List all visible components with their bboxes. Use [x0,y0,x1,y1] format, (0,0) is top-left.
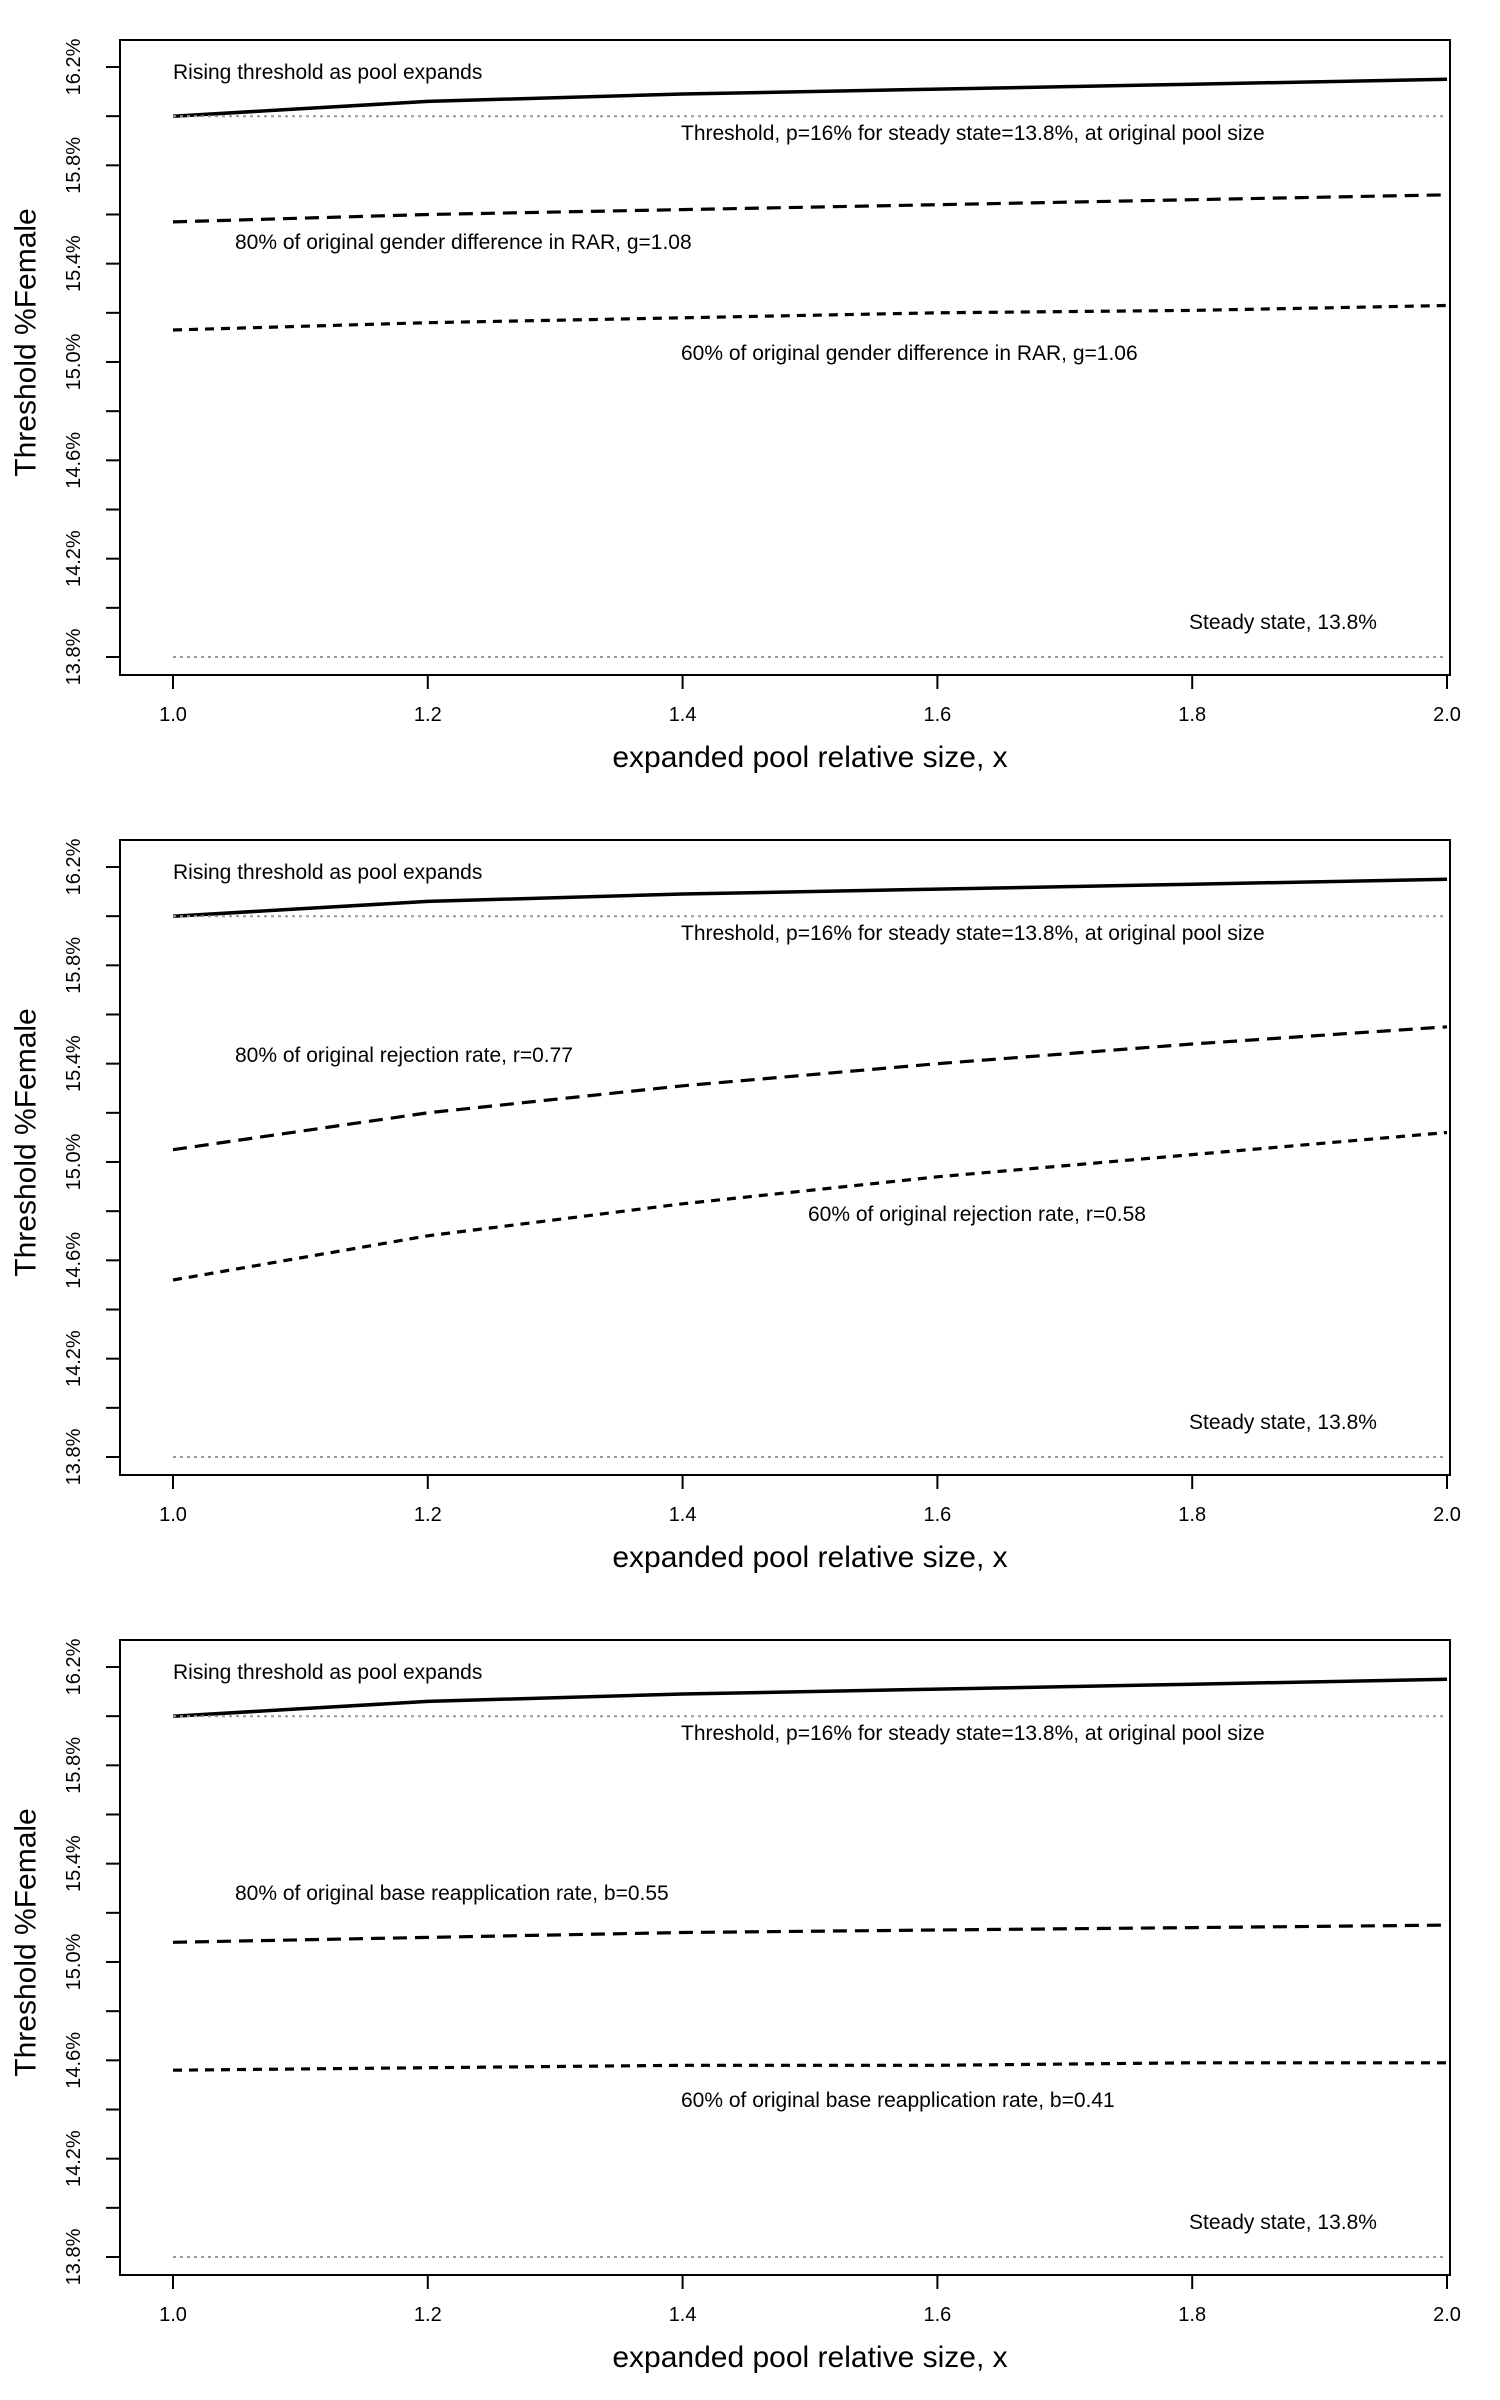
series-label-3: 80% of original base reapplication rate,… [235,1882,669,1905]
x-tick-label: 1.4 [669,2304,697,2326]
series-line-4 [172,1130,1448,1282]
x-tick-label: 2.0 [1433,1504,1461,1526]
y-tick-label: 13.8% [63,1428,85,1485]
y-tick-label: 15.4% [63,1035,85,1092]
series-line-1 [172,1677,1448,1718]
series-line-3 [172,193,1448,224]
y-tick-label: 14.6% [63,432,85,489]
x-tick-label: 1.8 [1178,704,1206,726]
plot-frame [119,839,1451,1476]
y-tick-label: 14.6% [63,1232,85,1289]
y-tick-label: 16.2% [63,38,85,95]
x-tick-label: 2.0 [1433,2304,1461,2326]
series-label-1: Rising threshold as pool expands [173,61,482,84]
y-tick-label: 15.0% [63,333,85,390]
y-tick-label: 15.8% [63,937,85,994]
plot-frame [119,1639,1451,2276]
y-tick-label: 14.2% [63,2130,85,2187]
series-label-3: 80% of original gender difference in RAR… [235,231,692,254]
series-line-3 [172,1923,1448,1944]
x-tick-label: 1.6 [923,2304,951,2326]
x-axis-title: expanded pool relative size, x [612,1541,1007,1574]
y-axis-title: Threshold %Female [10,1008,43,1276]
panel-2: 1.0 1.2 1.4 1.6 1.8 2.0 13.8% 14.2% 14.6% 15.0% 15… [10,838,1461,1574]
y-tick-label: 15.0% [63,1933,85,1990]
y-tick-label: 13.8% [63,2228,85,2285]
series-label-5: Steady state, 13.8% [1189,611,1377,634]
series-label-2: Threshold, p=16% for steady state=13.8%,… [681,122,1265,145]
x-tick-label: 1.6 [923,1504,951,1526]
y-tick-label: 16.2% [63,1638,85,1695]
x-tick-label: 1.6 [923,704,951,726]
x-tick-label: 1.8 [1178,2304,1206,2326]
series-label-2: Threshold, p=16% for steady state=13.8%,… [681,1722,1265,1745]
y-tick-label: 14.2% [63,1330,85,1387]
y-tick-label: 15.4% [63,235,85,292]
x-tick-label: 1.0 [159,2304,187,2326]
y-tick-label: 15.8% [63,1737,85,1794]
series-line-1 [172,877,1448,918]
y-axis-title: Threshold %Female [10,1808,43,2076]
series-label-2: Threshold, p=16% for steady state=13.8%,… [681,922,1265,945]
series-line-4 [172,303,1448,332]
x-tick-label: 1.2 [414,704,442,726]
y-tick-label: 15.8% [63,137,85,194]
series-line-3 [172,1025,1448,1152]
series-label-5: Steady state, 13.8% [1189,2211,1377,2234]
series-label-1: Rising threshold as pool expands [173,861,482,884]
x-tick-label: 2.0 [1433,704,1461,726]
y-tick-label: 16.2% [63,838,85,895]
series-label-4: 60% of original gender difference in RAR… [681,342,1138,365]
series-line-4 [172,2061,1447,2072]
y-tick-label: 15.0% [63,1133,85,1190]
y-tick-label: 15.4% [63,1835,85,1892]
series-label-1: Rising threshold as pool expands [173,1661,482,1684]
x-tick-label: 1.0 [159,1504,187,1526]
series-label-3: 80% of original rejection rate, r=0.77 [235,1044,573,1067]
x-axis-title: expanded pool relative size, x [612,741,1007,774]
y-tick-label: 14.2% [63,530,85,587]
series-line-1 [172,77,1448,118]
y-tick-label: 13.8% [63,628,85,685]
x-tick-label: 1.4 [669,704,697,726]
panel-1: 1.0 1.2 1.4 1.6 1.8 2.0 13.8% 14.2% 14.6% 15.0% 15… [10,38,1461,774]
plot-frame [119,39,1451,676]
x-axis-title: expanded pool relative size, x [612,2341,1007,2374]
y-axis-title: Threshold %Female [10,208,43,476]
series-label-4: 60% of original rejection rate, r=0.58 [808,1203,1146,1226]
x-tick-label: 1.2 [414,1504,442,1526]
y-tick-label: 14.6% [63,2032,85,2089]
x-tick-label: 1.2 [414,2304,442,2326]
series-label-5: Steady state, 13.8% [1189,1411,1377,1434]
series-label-4: 60% of original base reapplication rate,… [681,2089,1115,2112]
x-tick-label: 1.8 [1178,1504,1206,1526]
panel-3: 1.0 1.2 1.4 1.6 1.8 2.0 13.8% 14.2% 14.6% 15.0% 15… [10,1638,1461,2374]
x-tick-label: 1.4 [669,1504,697,1526]
x-tick-label: 1.0 [159,704,187,726]
